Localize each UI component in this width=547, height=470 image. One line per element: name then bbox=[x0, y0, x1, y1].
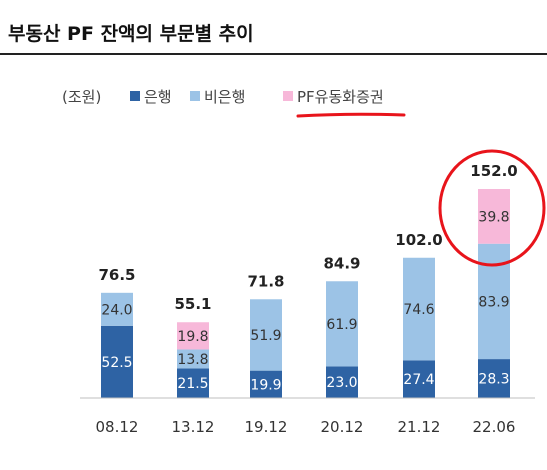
legend-label-nonbank: 비은행 bbox=[204, 88, 245, 106]
x-tick-label-22.06: 22.06 bbox=[473, 418, 516, 436]
legend-label-abcp: PF유동화증권 bbox=[297, 88, 384, 106]
data-label-nonbank-22.06: 83.9 bbox=[478, 294, 509, 310]
data-label-abcp-13.12: 19.8 bbox=[177, 329, 208, 345]
data-label-bank-13.12: 21.5 bbox=[177, 376, 208, 392]
x-tick-label-19.12: 19.12 bbox=[245, 418, 288, 436]
bar-segment-abcp-22.06 bbox=[478, 189, 510, 244]
legend-swatch-abcp bbox=[283, 91, 293, 101]
x-tick-label-20.12: 20.12 bbox=[321, 418, 364, 436]
legend-swatch-nonbank bbox=[190, 91, 200, 101]
data-label-bank-21.12: 27.4 bbox=[403, 372, 434, 388]
bar-segment-bank-13.12 bbox=[177, 368, 209, 398]
bar-segment-bank-20.12 bbox=[326, 366, 358, 398]
bar-segment-nonbank-08.12 bbox=[101, 292, 133, 326]
x-tick-label-13.12: 13.12 bbox=[172, 418, 215, 436]
data-label-nonbank-19.12: 51.9 bbox=[250, 328, 281, 344]
bar-segment-bank-21.12 bbox=[403, 360, 435, 398]
data-label-bank-08.12: 52.5 bbox=[101, 355, 132, 371]
total-label-13.12: 55.1 bbox=[174, 295, 211, 313]
legend-label-bank: 은행 bbox=[144, 88, 172, 106]
total-label-20.12: 84.9 bbox=[323, 254, 360, 272]
legend-highlight-underline bbox=[296, 112, 406, 118]
data-label-nonbank-13.12: 13.8 bbox=[177, 352, 208, 368]
x-tick-label-08.12: 08.12 bbox=[96, 418, 139, 436]
highlight-circle bbox=[438, 149, 546, 267]
data-label-bank-19.12: 19.9 bbox=[250, 377, 281, 393]
data-label-bank-22.06: 28.3 bbox=[478, 372, 509, 388]
bar-segment-bank-19.12 bbox=[250, 370, 282, 398]
total-label-19.12: 71.8 bbox=[247, 272, 284, 290]
data-label-nonbank-08.12: 24.0 bbox=[101, 302, 132, 318]
bar-segment-bank-22.06 bbox=[478, 359, 510, 398]
legend-swatch-bank bbox=[130, 91, 140, 101]
total-label-21.12: 102.0 bbox=[395, 231, 442, 249]
bars-group: 52.5 24.0 76.5 08.12 21.5 13.8 19.8 55.1 13.12 19… bbox=[96, 162, 518, 436]
bar-segment-nonbank-21.12 bbox=[403, 257, 435, 361]
data-label-abcp-22.06: 39.8 bbox=[478, 209, 509, 225]
data-label-nonbank-21.12: 74.6 bbox=[403, 302, 434, 318]
data-label-nonbank-20.12: 61.9 bbox=[326, 317, 357, 333]
chart-title: 부동산 PF 잔액의 부문별 추이 bbox=[8, 23, 254, 45]
total-label-08.12: 76.5 bbox=[98, 266, 135, 284]
bar-segment-nonbank-13.12 bbox=[177, 349, 209, 369]
x-tick-label-21.12: 21.12 bbox=[398, 418, 441, 436]
unit-label: (조원) bbox=[62, 88, 101, 106]
data-label-bank-20.12: 23.0 bbox=[326, 375, 357, 391]
legend: 은행 비은행 PF유동화증권 bbox=[130, 88, 406, 118]
bar-segment-abcp-13.12 bbox=[177, 322, 209, 350]
bar-segment-nonbank-19.12 bbox=[250, 299, 282, 371]
total-label-22.06: 152.0 bbox=[470, 162, 517, 180]
bar-segment-nonbank-20.12 bbox=[326, 281, 358, 367]
bar-segment-bank-08.12 bbox=[101, 325, 133, 398]
